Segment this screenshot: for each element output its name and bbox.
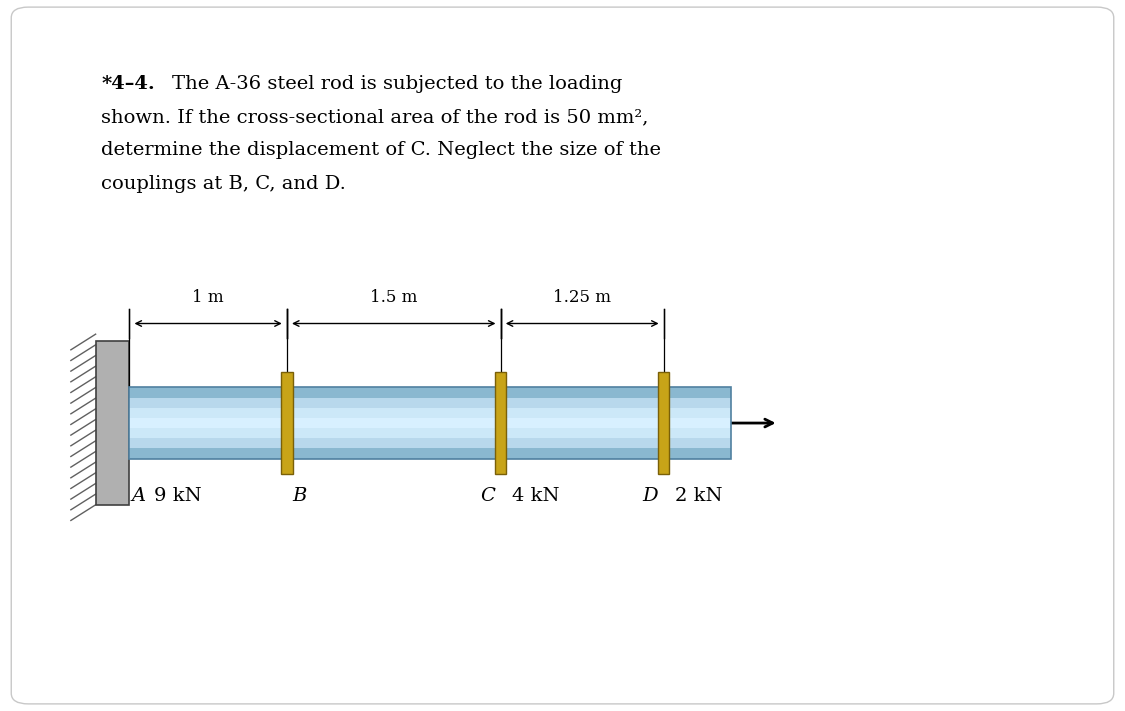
Bar [96, 341, 129, 505]
Bar [129, 408, 731, 418]
Bar [281, 372, 292, 474]
Bar [495, 372, 506, 474]
Text: 1 m: 1 m [192, 289, 224, 306]
Bar [129, 418, 731, 428]
Text: 4 kN: 4 kN [512, 487, 559, 505]
Text: C: C [480, 487, 495, 505]
Text: *4–4.: *4–4. [101, 75, 155, 92]
Text: 9 kN: 9 kN [154, 487, 201, 505]
Bar [129, 387, 731, 397]
Bar [129, 428, 731, 438]
Text: The A-36 steel rod is subjected to the loading: The A-36 steel rod is subjected to the l… [172, 75, 622, 92]
Bar [658, 372, 669, 474]
Text: 1.25 m: 1.25 m [554, 289, 611, 306]
Text: D: D [642, 487, 658, 505]
Bar [129, 438, 731, 449]
FancyBboxPatch shape [11, 7, 1114, 704]
Bar [129, 397, 731, 408]
Text: determine the displacement of C. Neglect the size of the: determine the displacement of C. Neglect… [101, 141, 662, 159]
Text: B: B [292, 487, 307, 505]
Text: 1.5 m: 1.5 m [370, 289, 417, 306]
Bar [129, 449, 731, 459]
Text: 2 kN: 2 kN [675, 487, 722, 505]
Text: couplings at B, C, and D.: couplings at B, C, and D. [101, 175, 346, 193]
Text: shown. If the cross-sectional area of the rod is 50 mm²,: shown. If the cross-sectional area of th… [101, 108, 649, 126]
Bar [129, 387, 731, 459]
Text: A: A [132, 487, 146, 505]
